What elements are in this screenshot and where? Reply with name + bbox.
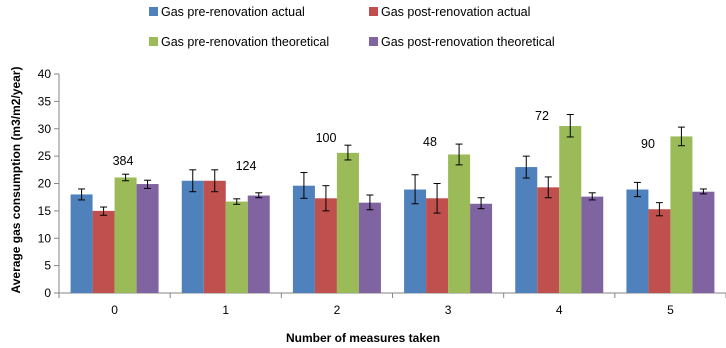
y-tick-label: 0 [44, 286, 51, 300]
bar [203, 180, 226, 293]
y-tick-label: 15 [38, 204, 52, 218]
bar [292, 185, 315, 293]
bar [181, 180, 204, 293]
bar [225, 201, 248, 293]
x-tick-label: 0 [111, 303, 118, 317]
bar-group-annotation: 48 [423, 135, 437, 149]
bar-group-annotation: 90 [641, 137, 655, 151]
legend-swatch [149, 37, 158, 46]
bar-group-annotation: 124 [236, 159, 257, 173]
plot-area: 0 5 10 15 20 25 30 35 40 0 1 2 3 4 5 384 124 100 48 72 90 [38, 67, 726, 317]
legend-item: Gas post-renovation actual [369, 5, 530, 19]
legend-label: Gas post-renovation theoretical [381, 35, 555, 49]
legend-swatch [369, 7, 378, 16]
y-axis-title: Average gas consumption (m3/m2/year) [9, 67, 23, 294]
legend-swatch [369, 37, 378, 46]
x-tick-label: 2 [334, 303, 341, 317]
legend-label: Gas post-renovation actual [381, 5, 530, 19]
y-tick-label: 25 [38, 149, 52, 163]
legend-label: Gas pre-renovation theoretical [161, 35, 329, 49]
bar-group-annotation: 384 [113, 154, 134, 168]
bar [358, 202, 381, 293]
bar [626, 189, 649, 293]
x-tick-label: 5 [667, 303, 674, 317]
bar-group-annotation: 72 [535, 109, 549, 123]
bar [70, 194, 93, 293]
legend-item: Gas pre-renovation actual [149, 5, 305, 19]
bar [247, 195, 270, 293]
y-tick-label: 40 [38, 67, 52, 81]
bar [404, 189, 427, 293]
legend: Gas pre-renovation actual Gas post-renova… [149, 5, 555, 49]
bar [470, 203, 493, 293]
bar [515, 167, 538, 293]
y-tick-label: 10 [38, 231, 52, 245]
y-tick-label: 20 [38, 177, 52, 191]
bar [692, 191, 715, 293]
x-tick-label: 1 [222, 303, 229, 317]
legend-item: Gas pre-renovation theoretical [149, 35, 329, 49]
bar [448, 154, 471, 293]
y-tick-label: 30 [38, 122, 52, 136]
bar [581, 196, 604, 293]
x-tick-label: 3 [445, 303, 452, 317]
y-tick-label: 5 [44, 259, 51, 273]
bar [559, 126, 582, 293]
bar [92, 210, 115, 293]
legend-label: Gas pre-renovation actual [161, 5, 305, 19]
bar [537, 187, 560, 293]
legend-item: Gas post-renovation theoretical [369, 35, 555, 49]
bar [648, 209, 671, 293]
bar [336, 152, 359, 293]
legend-swatch [149, 7, 158, 16]
x-tick-label: 4 [556, 303, 563, 317]
bar [314, 198, 337, 293]
x-axis-title: Number of measures taken [286, 331, 440, 345]
bar [114, 177, 137, 293]
bar-group-annotation: 100 [316, 131, 337, 145]
bar [426, 198, 449, 293]
bar [136, 184, 159, 293]
bar [670, 136, 693, 293]
y-tick-label: 35 [38, 94, 52, 108]
